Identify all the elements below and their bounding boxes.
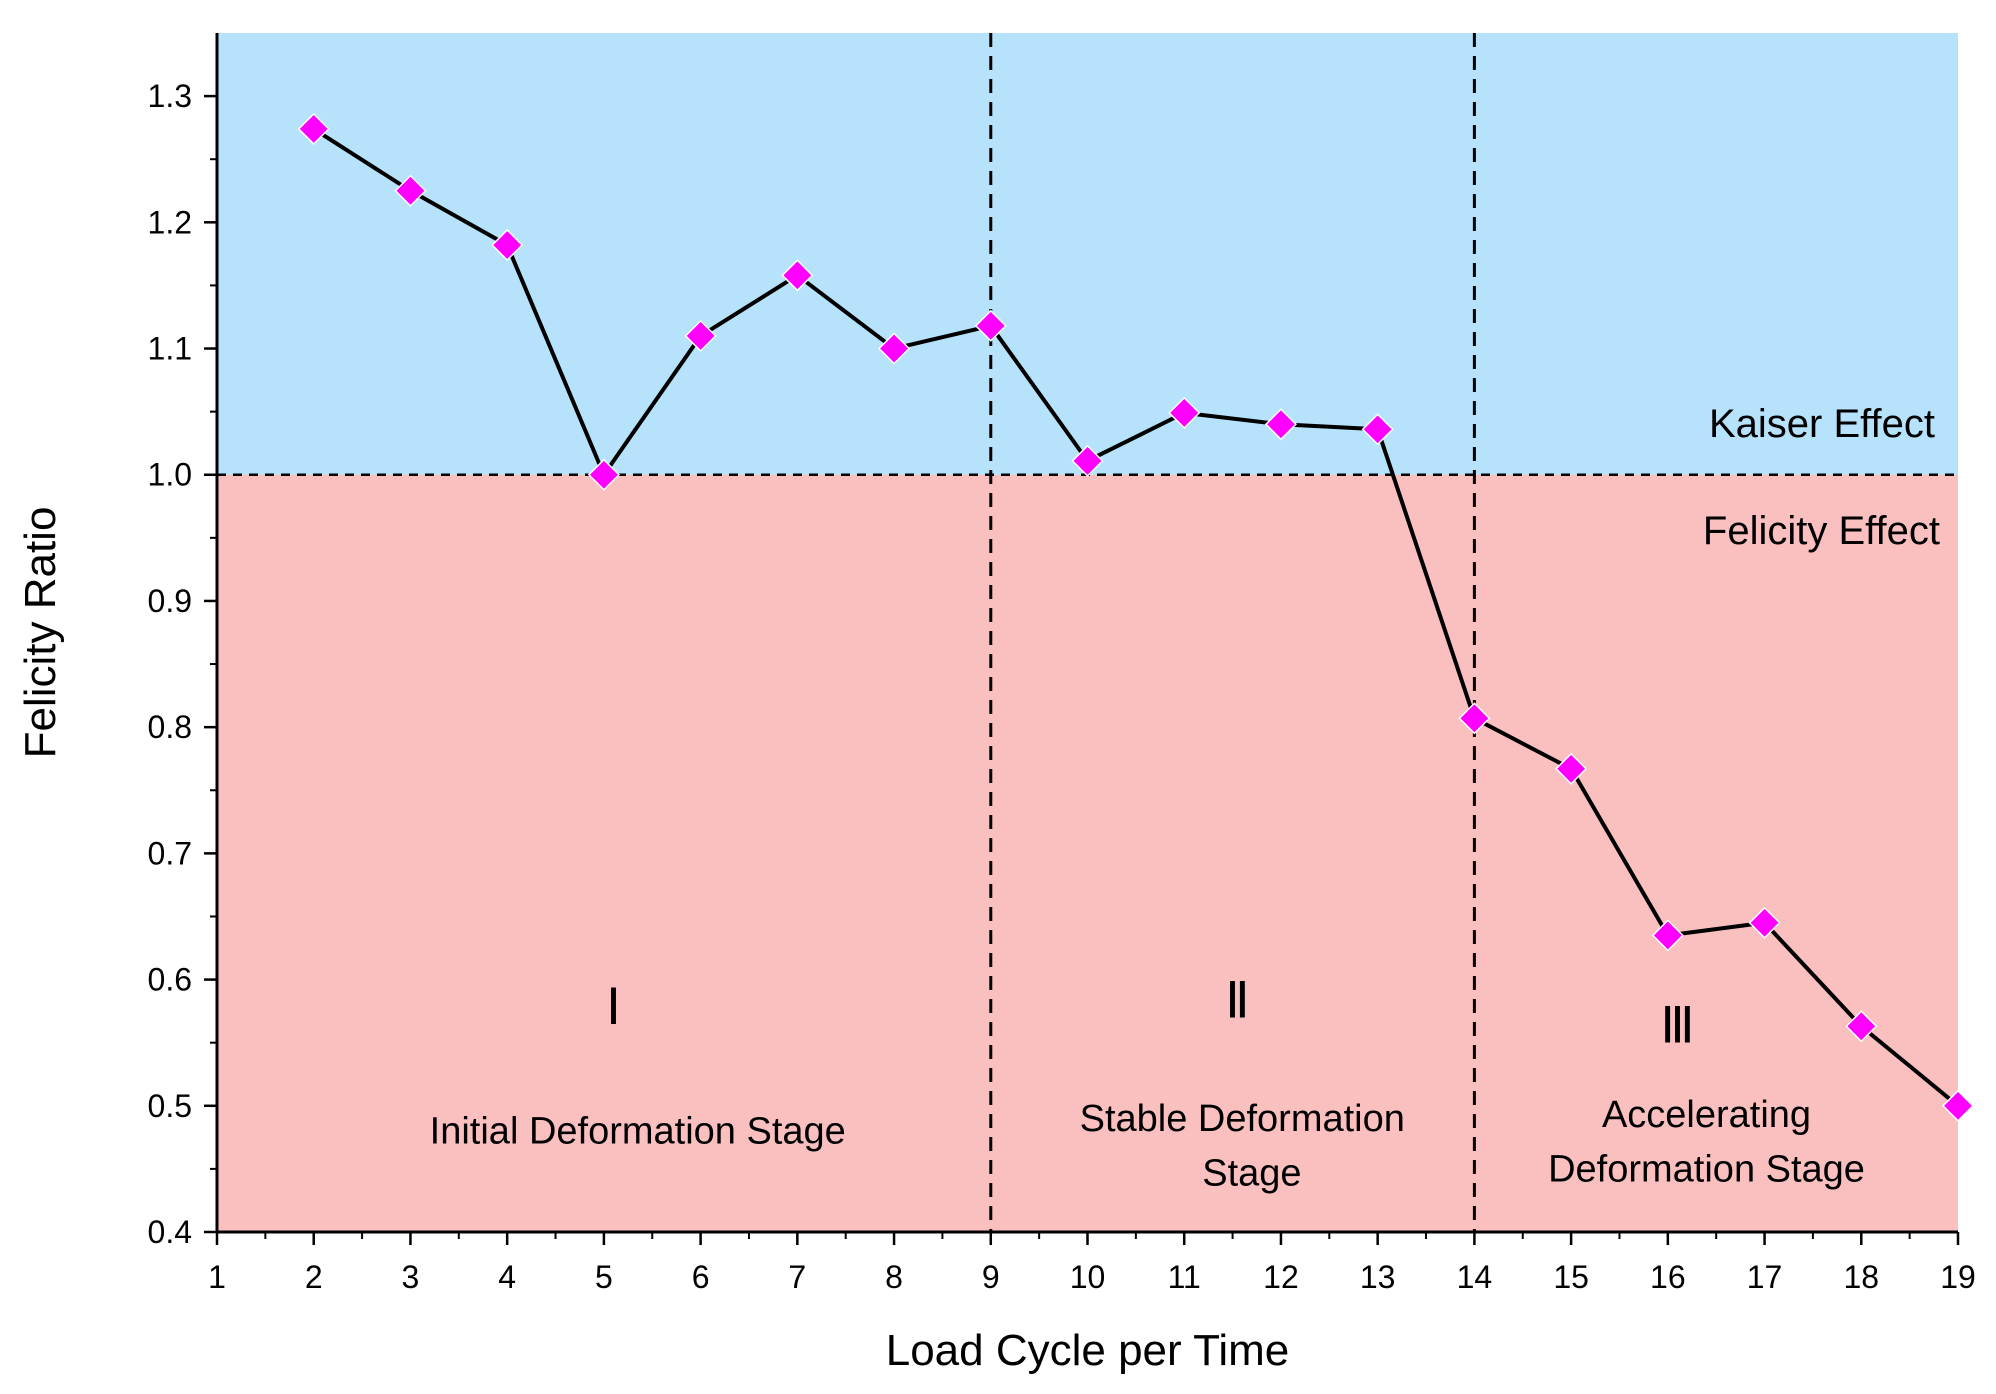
regions bbox=[217, 33, 1958, 1233]
x-tick-label: 18 bbox=[1843, 1259, 1879, 1295]
x-tick-label: 6 bbox=[692, 1259, 710, 1295]
x-tick-label: 4 bbox=[498, 1259, 516, 1295]
data-point-x11 bbox=[1168, 396, 1201, 429]
data-point-x13 bbox=[1361, 413, 1394, 446]
x-axis-title: Load Cycle per Time bbox=[886, 1326, 1290, 1375]
axes: 1 2 3 4 5 6 7 8 9 10 11 12 13 14 15 16 17 18 190.40.50.60.… bbox=[148, 33, 1976, 1295]
y-tick-label: 0.5 bbox=[148, 1088, 192, 1124]
y-axis-title: Felicity Ratio bbox=[16, 507, 65, 759]
data-point-x3 bbox=[394, 174, 427, 207]
data-point-x19 bbox=[1941, 1089, 1975, 1122]
stage-2-description-line-2: Stage bbox=[1202, 1152, 1301, 1194]
x-tick-label: 12 bbox=[1263, 1259, 1299, 1295]
y-tick-label: 0.7 bbox=[148, 835, 192, 871]
x-tick-label: 5 bbox=[595, 1259, 613, 1295]
x-tick-label: 10 bbox=[1070, 1259, 1106, 1295]
x-tick-label: 19 bbox=[1940, 1259, 1976, 1295]
data-point-x14 bbox=[1458, 702, 1491, 735]
y-tick-label: 1.3 bbox=[148, 78, 192, 114]
y-tick-label: 0.8 bbox=[148, 709, 192, 745]
x-tick-label: 11 bbox=[1168, 1259, 1201, 1295]
y-tick-label: 0.4 bbox=[148, 1214, 192, 1250]
data-point-x7 bbox=[781, 259, 814, 292]
data-point-x18 bbox=[1845, 1010, 1878, 1043]
data-point-x17 bbox=[1748, 906, 1781, 939]
x-tick-label: 9 bbox=[982, 1259, 1000, 1295]
x-tick-label: 14 bbox=[1457, 1259, 1493, 1295]
x-tick-label: 7 bbox=[788, 1259, 806, 1295]
data-point-x10 bbox=[1071, 444, 1104, 477]
stage-3-description-line-1: Accelerating bbox=[1602, 1094, 1811, 1136]
region-felicity-effect bbox=[217, 474, 1958, 1233]
data-point-x4 bbox=[491, 228, 524, 262]
x-tick-label: 3 bbox=[402, 1259, 420, 1295]
x-tick-label: 15 bbox=[1553, 1259, 1589, 1295]
data-point-x12 bbox=[1264, 408, 1298, 441]
data-point-x9 bbox=[974, 309, 1007, 342]
stage-3-numeral: Ⅲ bbox=[1660, 998, 1694, 1054]
data-point-x2 bbox=[297, 112, 330, 145]
x-tick-label: 8 bbox=[885, 1259, 903, 1295]
y-tick-label: 0.6 bbox=[148, 962, 192, 998]
series bbox=[297, 112, 1975, 1122]
stage-1-description: Initial Deformation Stage bbox=[430, 1111, 846, 1153]
y-tick-label: 1.2 bbox=[148, 204, 192, 240]
series-line bbox=[312, 127, 1960, 1108]
data-point-x5 bbox=[587, 458, 620, 491]
y-tick-label: 1.0 bbox=[148, 457, 192, 493]
kaiser-effect-label: Kaiser Effect bbox=[1709, 402, 1935, 446]
region-kaiser-effect bbox=[217, 33, 1958, 475]
data-point-x15 bbox=[1555, 752, 1588, 785]
stage-3-description-line-2: Deformation Stage bbox=[1548, 1149, 1865, 1191]
felicity-effect-label: Felicity Effect bbox=[1703, 509, 1940, 553]
x-tick-label: 1 bbox=[208, 1259, 226, 1295]
stage-2-numeral: Ⅱ bbox=[1225, 972, 1250, 1028]
x-tick-label: 17 bbox=[1747, 1259, 1783, 1295]
x-tick-label: 13 bbox=[1360, 1259, 1396, 1295]
data-point-x8 bbox=[877, 332, 911, 365]
x-tick-label: 2 bbox=[305, 1259, 323, 1295]
stage-2-description-line-1: Stable Deformation bbox=[1080, 1098, 1405, 1140]
x-tick-label: 16 bbox=[1650, 1259, 1686, 1295]
y-tick-label: 0.9 bbox=[148, 583, 192, 619]
y-tick-label: 1.1 bbox=[148, 331, 192, 367]
data-point-x16 bbox=[1651, 919, 1684, 952]
stage-1-numeral: Ⅰ bbox=[606, 979, 621, 1035]
data-point-x6 bbox=[684, 319, 717, 352]
